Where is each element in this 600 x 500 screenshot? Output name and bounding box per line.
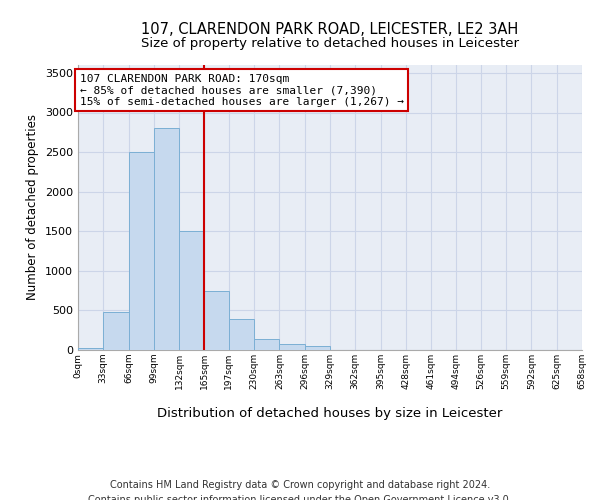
Text: 107, CLARENDON PARK ROAD, LEICESTER, LE2 3AH: 107, CLARENDON PARK ROAD, LEICESTER, LE2… <box>142 22 518 38</box>
Text: Size of property relative to detached houses in Leicester: Size of property relative to detached ho… <box>141 38 519 51</box>
Bar <box>154 128 179 350</box>
Text: 107 CLARENDON PARK ROAD: 170sqm
← 85% of detached houses are smaller (7,390)
15%: 107 CLARENDON PARK ROAD: 170sqm ← 85% of… <box>80 74 404 107</box>
Bar <box>78 348 103 350</box>
Bar <box>179 231 205 350</box>
Bar <box>103 312 128 350</box>
Bar <box>254 338 280 350</box>
Bar <box>128 152 154 350</box>
Y-axis label: Number of detached properties: Number of detached properties <box>26 114 40 300</box>
Text: Distribution of detached houses by size in Leicester: Distribution of detached houses by size … <box>157 408 503 420</box>
Bar <box>280 344 305 350</box>
Bar <box>205 290 229 350</box>
Bar <box>229 319 254 350</box>
Text: Contains HM Land Registry data © Crown copyright and database right 2024.
Contai: Contains HM Land Registry data © Crown c… <box>88 480 512 500</box>
Bar <box>305 346 330 350</box>
